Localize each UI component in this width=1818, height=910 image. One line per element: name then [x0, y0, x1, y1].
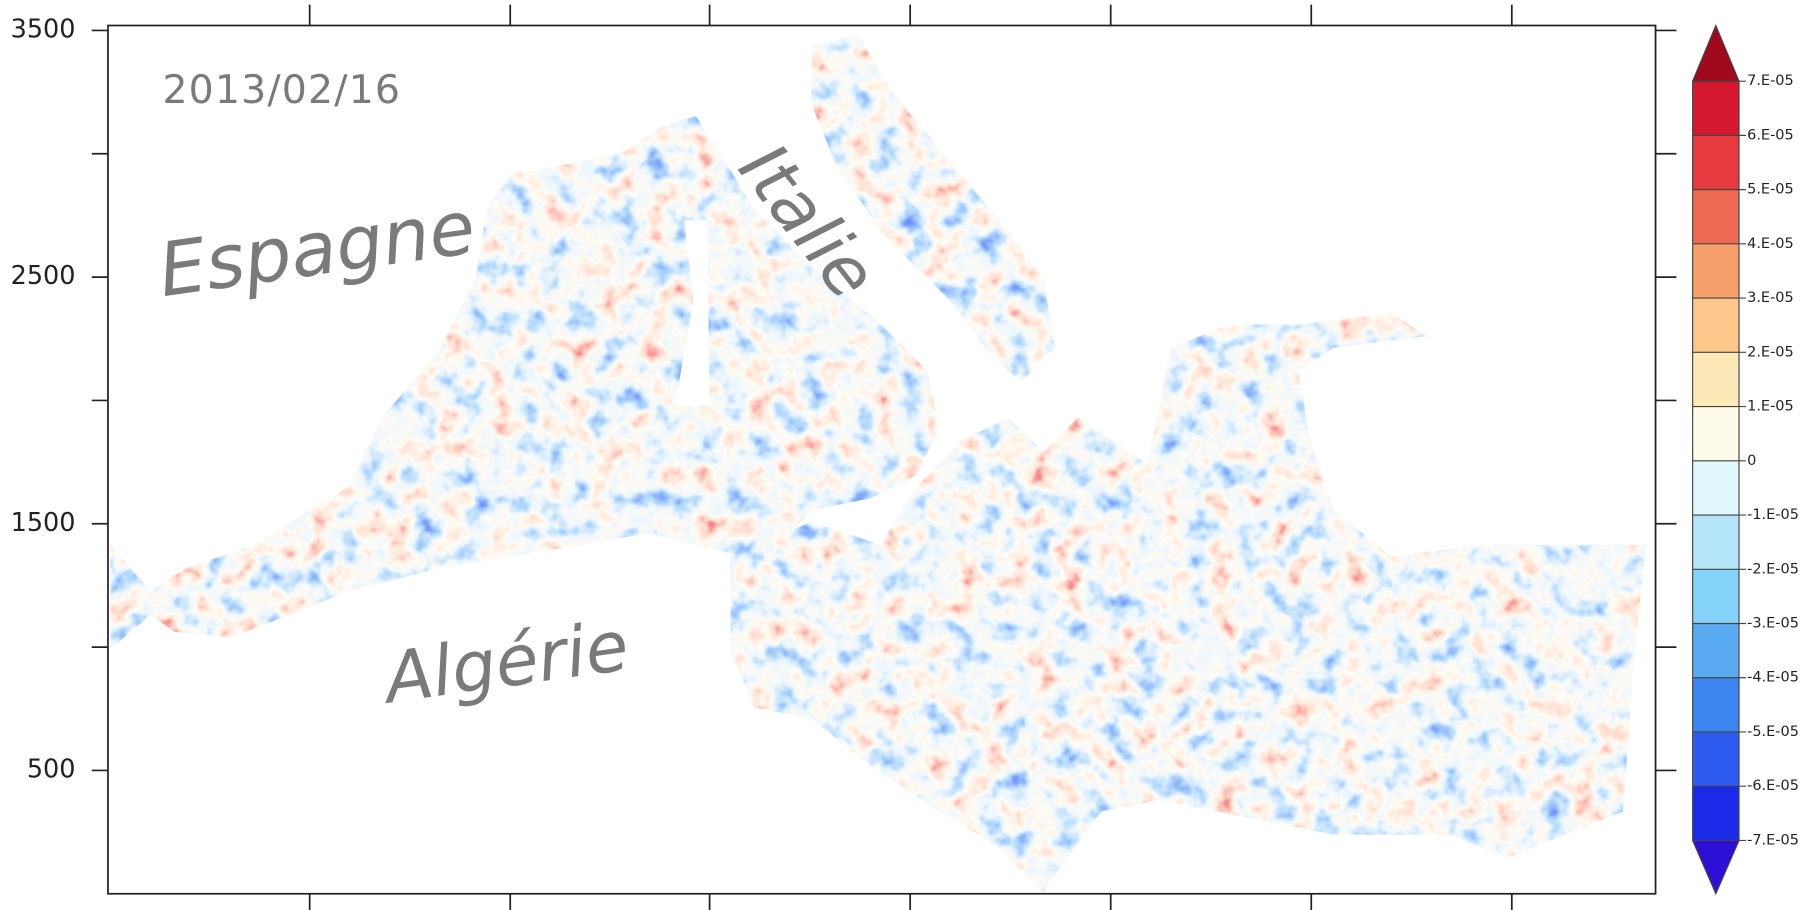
colorbar-label: -4.E-05	[1747, 670, 1799, 686]
colorbar-extend	[1693, 26, 1739, 82]
colorbar-label: 6.E-05	[1747, 127, 1794, 143]
colorbar-extend	[1693, 840, 1739, 893]
colorbar-label: 7.E-05	[1747, 73, 1794, 89]
colorbar-label: 3.E-05	[1747, 290, 1794, 306]
colorbar-bin	[1693, 732, 1739, 786]
colorbar-label: -5.E-05	[1747, 724, 1799, 740]
colorbar-bin	[1693, 352, 1739, 406]
date-label: 2013/02/16	[162, 67, 401, 113]
colorbar-label: 1.E-05	[1747, 399, 1794, 415]
colorbar-bin	[1693, 624, 1739, 678]
colorbar-bin	[1693, 786, 1739, 840]
colorbar-bin	[1693, 190, 1739, 244]
colorbar-label: -3.E-05	[1747, 616, 1799, 632]
country-label: Algérie	[376, 605, 633, 720]
colorbar-bin	[1693, 135, 1739, 189]
colorbar-label: -2.E-05	[1747, 561, 1799, 577]
colorbar-bin	[1693, 244, 1739, 298]
y-tick-label: 2500	[11, 261, 76, 291]
colorbar-label: -6.E-05	[1747, 778, 1799, 794]
colorbar-bin	[1693, 515, 1739, 569]
colorbar-label: 5.E-05	[1747, 182, 1794, 198]
map-figure: 2013/02/16 Espagne Italie Algérie 500150…	[0, 0, 1818, 910]
colorbar-label: 4.E-05	[1747, 236, 1794, 252]
colorbar-bin	[1693, 569, 1739, 623]
page: {"chart_data": { "type": "map", "annotat…	[0, 0, 1818, 910]
y-tick-label: 1500	[11, 508, 76, 538]
colorbar-bin	[1693, 298, 1739, 352]
colorbar-label: 0	[1747, 453, 1756, 469]
country-label: Espagne	[154, 185, 481, 314]
colorbar-bin	[1693, 81, 1739, 135]
colorbar-bin	[1693, 461, 1739, 515]
colorbar-bin	[1693, 407, 1739, 461]
sea-field	[110, 35, 1646, 893]
colorbar-bin	[1693, 678, 1739, 732]
colorbar-label: -1.E-05	[1747, 507, 1799, 523]
y-tick-label: 3500	[11, 14, 76, 44]
colorbar-label: -7.E-05	[1747, 832, 1799, 848]
colorbar-label: 2.E-05	[1747, 344, 1794, 360]
y-tick-label: 500	[27, 754, 76, 784]
